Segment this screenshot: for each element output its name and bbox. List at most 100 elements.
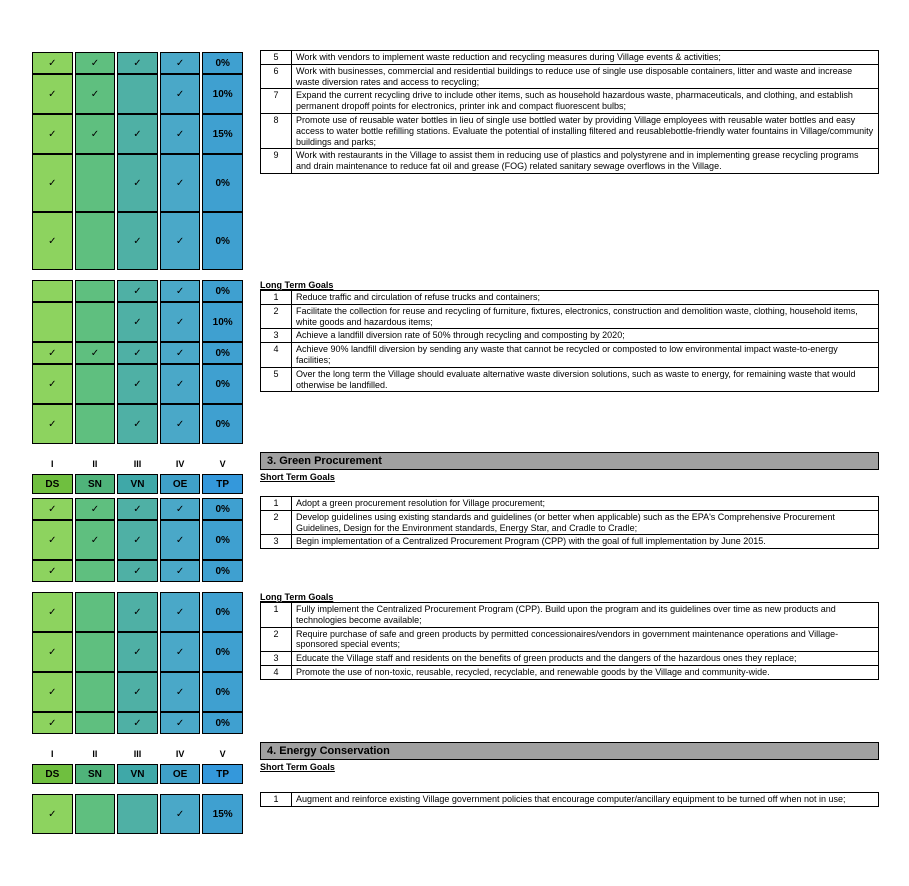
block1-st: ✓✓✓✓0%✓✓✓10%✓✓✓✓15%✓✓✓0%✓✓✓0% 5Work with…: [30, 50, 879, 270]
matrix-cell: ✓: [32, 592, 73, 632]
matrix-cell: [32, 280, 73, 302]
roman-hdr: IV: [160, 744, 201, 764]
goal-text: Require purchase of safe and green produ…: [292, 627, 879, 652]
matrix-cell: ✓: [32, 672, 73, 712]
matrix-cell: 0%: [202, 520, 243, 560]
goal-text: Facilitate the collection for reuse and …: [292, 304, 879, 329]
matrix-cell: ✓: [160, 404, 201, 444]
goals-b1lt: 1Reduce traffic and circulation of refus…: [260, 290, 879, 392]
matrix-cell: ✓: [117, 520, 158, 560]
matrix-cell: [75, 302, 116, 342]
matrix-hdr4: IIIIIIIVVDSSNVNOETP: [30, 744, 245, 784]
matrix-cell: ✓: [160, 52, 201, 74]
matrix-cell: ✓: [117, 560, 158, 582]
matrix-b3st: ✓✓✓✓0%✓✓✓✓0%✓✓✓0%: [30, 498, 245, 582]
roman-hdr: IV: [160, 454, 201, 474]
goal-text: Educate the Village staff and residents …: [292, 652, 879, 666]
goal-num: 6: [261, 64, 292, 89]
b4st-sub: Short Term Goals: [260, 760, 879, 772]
goal-num: 4: [261, 343, 292, 368]
matrix-cell: ✓: [160, 74, 201, 114]
matrix-cell: ✓: [117, 280, 158, 302]
matrix-cell: 0%: [202, 364, 243, 404]
goal-num: 1: [261, 497, 292, 511]
roman-hdr: III: [117, 454, 158, 474]
matrix-cell: ✓: [160, 280, 201, 302]
cat-hdr: OE: [160, 474, 201, 494]
goal-text: Augment and reinforce existing Village g…: [292, 793, 879, 807]
goals-b4st: 1Augment and reinforce existing Village …: [260, 792, 879, 807]
matrix-cell: ✓: [75, 74, 116, 114]
goal-num: 1: [261, 603, 292, 628]
matrix-cell: 0%: [202, 632, 243, 672]
roman-hdr: V: [202, 744, 243, 764]
matrix-cell: [117, 794, 158, 834]
matrix-b1st: ✓✓✓✓0%✓✓✓10%✓✓✓✓15%✓✓✓0%✓✓✓0%: [30, 52, 245, 270]
goal-num: 1: [261, 793, 292, 807]
matrix-cell: ✓: [117, 154, 158, 212]
matrix-cell: 0%: [202, 404, 243, 444]
goal-num: 1: [261, 291, 292, 305]
goal-text: Work with restaurants in the Village to …: [292, 149, 879, 174]
roman-hdr: III: [117, 744, 158, 764]
matrix-cell: [75, 212, 116, 270]
goal-num: 2: [261, 510, 292, 535]
matrix-b4st: ✓✓15%: [30, 794, 245, 834]
matrix-cell: 0%: [202, 342, 243, 364]
matrix-cell: [75, 280, 116, 302]
goal-text: Work with businesses, commercial and res…: [292, 64, 879, 89]
goals-b3lt: 1Fully implement the Centralized Procure…: [260, 602, 879, 680]
goal-text: Expand the current recycling drive to in…: [292, 89, 879, 114]
matrix-cell: 0%: [202, 154, 243, 212]
goal-num: 8: [261, 113, 292, 148]
goal-text: Adopt a green procurement resolution for…: [292, 497, 879, 511]
matrix-cell: ✓: [160, 712, 201, 734]
matrix-cell: [75, 672, 116, 712]
matrix-cell: ✓: [75, 52, 116, 74]
goal-text: Reduce traffic and circulation of refuse…: [292, 291, 879, 305]
matrix-hdr3: IIIIIIIVVDSSNVNOETP: [30, 454, 245, 494]
b1lt-sub: Long Term Goals: [260, 278, 879, 290]
goal-num: 2: [261, 304, 292, 329]
matrix-cell: 0%: [202, 672, 243, 712]
matrix-cell: 0%: [202, 212, 243, 270]
goals-b1st: 5Work with vendors to implement waste re…: [260, 50, 879, 174]
roman-hdr: V: [202, 454, 243, 474]
matrix-cell: [75, 364, 116, 404]
goal-num: 2: [261, 627, 292, 652]
goal-num: 9: [261, 149, 292, 174]
roman-hdr: I: [32, 454, 73, 474]
matrix-cell: [75, 154, 116, 212]
goal-text: Begin implementation of a Centralized Pr…: [292, 535, 879, 549]
matrix-cell: ✓: [32, 498, 73, 520]
matrix-cell: ✓: [160, 498, 201, 520]
matrix-cell: ✓: [75, 114, 116, 154]
matrix-b1lt: ✓✓0%✓✓10%✓✓✓✓0%✓✓✓0%✓✓✓0%: [30, 280, 245, 444]
goal-num: 5: [261, 51, 292, 65]
block3-lt: ✓✓✓0%✓✓✓0%✓✓✓0%✓✓✓0% Long Term Goals 1Fu…: [30, 590, 879, 734]
matrix-cell: [75, 560, 116, 582]
matrix-cell: [75, 632, 116, 672]
b3lt-sub: Long Term Goals: [260, 590, 879, 602]
matrix-cell: 0%: [202, 560, 243, 582]
roman-hdr: II: [75, 454, 116, 474]
sec4-title: 4. Energy Conservation: [260, 742, 879, 760]
goal-text: Promote the use of non-toxic, reusable, …: [292, 665, 879, 679]
matrix-cell: ✓: [32, 212, 73, 270]
matrix-cell: ✓: [160, 302, 201, 342]
matrix-cell: 15%: [202, 794, 243, 834]
block3-hdr: IIIIIIIVVDSSNVNOETP 3. Green Procurement…: [30, 452, 879, 494]
goal-text: Achieve 90% landfill diversion by sendin…: [292, 343, 879, 368]
matrix-cell: ✓: [160, 342, 201, 364]
matrix-cell: ✓: [75, 520, 116, 560]
cat-hdr: DS: [32, 764, 73, 784]
goal-num: 3: [261, 652, 292, 666]
goals-b3st: 1Adopt a green procurement resolution fo…: [260, 496, 879, 549]
matrix-cell: 0%: [202, 712, 243, 734]
matrix-cell: ✓: [117, 632, 158, 672]
matrix-cell: ✓: [32, 154, 73, 212]
matrix-cell: ✓: [117, 52, 158, 74]
matrix-cell: ✓: [32, 520, 73, 560]
cat-hdr: SN: [75, 764, 116, 784]
goal-text: Achieve a landfill diversion rate of 50%…: [292, 329, 879, 343]
